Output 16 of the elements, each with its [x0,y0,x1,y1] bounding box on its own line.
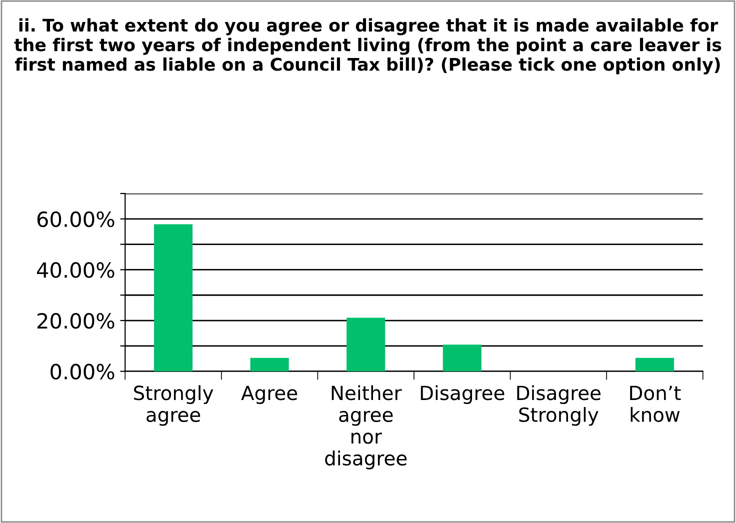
y-tick-label: 40.00% [36,262,114,278]
chart-title: ii. To what extent do you agree or disagree that it is made available for the first two years of independent living (from the point a care leaver is first named as liable on a Council Tax bill)? (Please tick one option only) [14,18,722,74]
y-tick-label: 0.00% [50,364,114,380]
bar [635,358,674,372]
bar [250,358,289,372]
x-tick-label: Don’t know [630,386,681,422]
bar [442,344,482,372]
y-tick-label: 20.00% [37,312,114,329]
x-tick-label: Agree [241,386,298,404]
x-tick-label: Neither agree nor disagree [325,385,407,470]
x-tick-label: Disagree Strongly [517,385,601,426]
x-tick-label: Disagree [420,385,504,404]
bar [346,318,386,372]
y-tick-label: 60.00% [37,211,114,228]
bar [154,224,193,372]
x-tick-label: Strongly agree [134,385,214,426]
